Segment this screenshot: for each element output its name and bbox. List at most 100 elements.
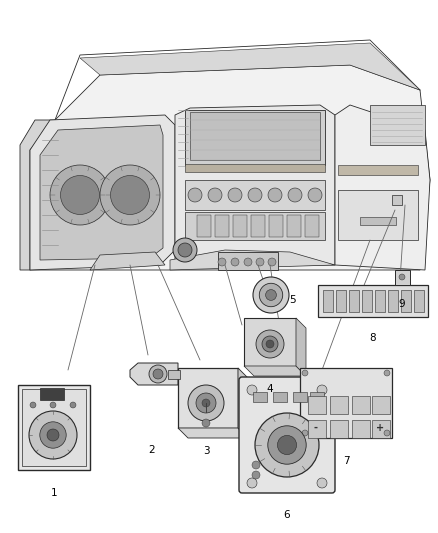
Polygon shape [130, 363, 178, 385]
Circle shape [50, 165, 110, 225]
Bar [310, 392, 324, 402]
Polygon shape [296, 318, 306, 376]
Circle shape [247, 385, 257, 395]
Bar [251, 215, 265, 237]
Bar [273, 392, 287, 402]
Bar [414, 290, 424, 312]
Bar [323, 290, 333, 312]
Bar [308, 420, 326, 438]
Bar [218, 252, 278, 270]
Circle shape [252, 461, 260, 469]
Text: 7: 7 [343, 456, 350, 466]
Polygon shape [175, 105, 335, 265]
Circle shape [70, 402, 76, 408]
Bar [388, 290, 398, 312]
Circle shape [231, 258, 239, 266]
Circle shape [30, 402, 36, 408]
Circle shape [399, 274, 405, 280]
Text: 9: 9 [399, 299, 405, 309]
Circle shape [255, 413, 319, 477]
Circle shape [259, 284, 283, 306]
Bar [318, 285, 428, 317]
Text: 2: 2 [148, 445, 155, 455]
Text: 5: 5 [290, 295, 297, 305]
Circle shape [252, 471, 260, 479]
Bar [185, 110, 325, 165]
Bar [168, 370, 180, 379]
Circle shape [265, 289, 276, 301]
Polygon shape [170, 250, 335, 270]
Circle shape [256, 258, 264, 266]
Polygon shape [90, 252, 165, 270]
Circle shape [218, 258, 226, 266]
Circle shape [50, 402, 56, 408]
Bar [362, 290, 372, 312]
Bar [370, 105, 425, 145]
Bar [336, 290, 346, 312]
Text: 8: 8 [370, 333, 376, 343]
Circle shape [188, 188, 202, 202]
Bar [372, 396, 390, 414]
Polygon shape [30, 65, 430, 270]
Circle shape [100, 165, 160, 225]
Polygon shape [238, 368, 248, 438]
Circle shape [40, 422, 66, 448]
Bar [185, 212, 325, 240]
Bar [308, 396, 326, 414]
Bar [401, 290, 411, 312]
Bar [300, 368, 392, 438]
Bar [349, 290, 359, 312]
Text: +: + [376, 423, 384, 433]
Bar [215, 215, 229, 237]
Bar [40, 388, 64, 400]
Circle shape [268, 188, 282, 202]
Bar [269, 215, 283, 237]
Circle shape [173, 238, 197, 262]
Bar [190, 112, 320, 160]
Bar [233, 215, 247, 237]
Circle shape [268, 426, 306, 464]
Circle shape [60, 175, 99, 214]
Circle shape [308, 188, 322, 202]
Bar [330, 396, 348, 414]
Circle shape [202, 399, 210, 407]
Circle shape [153, 369, 163, 379]
Bar [244, 318, 296, 366]
Bar [372, 420, 390, 438]
Polygon shape [244, 366, 306, 376]
Circle shape [288, 188, 302, 202]
Circle shape [29, 411, 77, 459]
Circle shape [302, 430, 308, 436]
Bar [253, 392, 267, 402]
Circle shape [253, 277, 289, 313]
Bar [293, 392, 307, 402]
Bar [185, 164, 325, 172]
Polygon shape [20, 120, 55, 270]
Bar [352, 396, 370, 414]
Circle shape [208, 188, 222, 202]
Circle shape [384, 370, 390, 376]
Circle shape [247, 478, 257, 488]
Text: 1: 1 [51, 488, 57, 498]
Circle shape [256, 330, 284, 358]
Bar [338, 165, 418, 175]
Text: 3: 3 [203, 446, 209, 456]
Bar [178, 368, 238, 428]
Text: -: - [314, 423, 318, 433]
FancyBboxPatch shape [239, 377, 335, 493]
Text: 4: 4 [267, 384, 273, 394]
Polygon shape [178, 428, 248, 438]
Circle shape [149, 365, 167, 383]
Circle shape [228, 188, 242, 202]
Circle shape [202, 419, 210, 427]
Bar [22, 389, 86, 466]
Bar [375, 290, 385, 312]
Bar [395, 270, 410, 285]
Circle shape [266, 340, 274, 348]
Text: 6: 6 [284, 510, 290, 520]
Circle shape [110, 175, 149, 214]
Bar [352, 420, 370, 438]
Circle shape [302, 370, 308, 376]
Bar [392, 195, 402, 205]
Bar [338, 190, 418, 240]
